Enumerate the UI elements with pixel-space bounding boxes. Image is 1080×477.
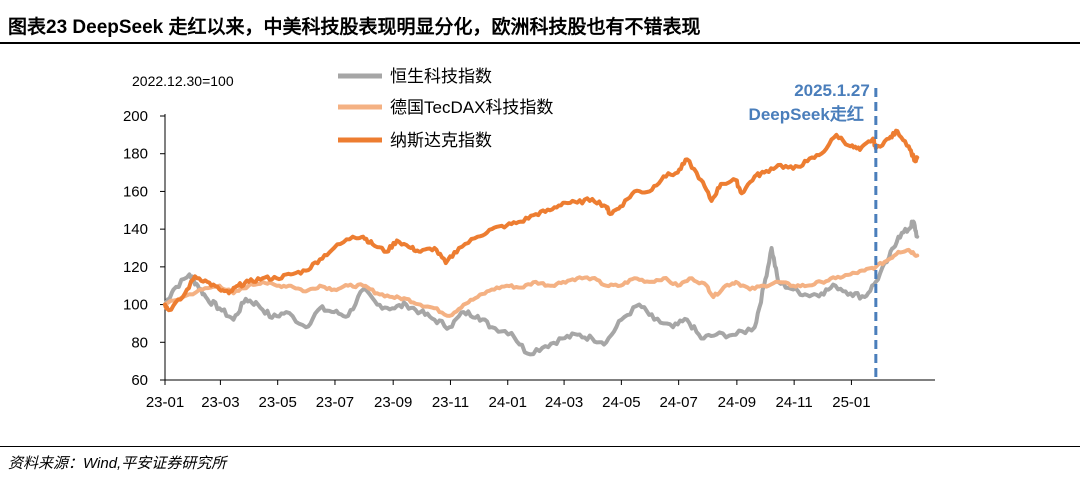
figure-header: 图表23 DeepSeek 走红以来，中美科技股表现明显分化，欧洲科技股也有不错… — [0, 0, 1080, 44]
x-tick-label: 23-01 — [146, 394, 184, 411]
y-tick-label: 200 — [123, 108, 148, 125]
header-rule — [0, 42, 1080, 44]
annotation-layer: 2025.1.27 DeepSeek走红 — [749, 81, 878, 380]
chart-area: 60 80 100 120 140 160 180 200 23-01 23-03 23-05 23-… — [0, 44, 1080, 444]
x-tick-label: 25-01 — [832, 394, 870, 411]
event-name-label: DeepSeek走红 — [749, 104, 864, 124]
series-layer — [163, 128, 920, 357]
y-tick-label: 160 — [123, 183, 148, 200]
footer-rule — [0, 446, 1080, 447]
figure-title: 图表23 DeepSeek 走红以来，中美科技股表现明显分化，欧洲科技股也有不错… — [8, 17, 701, 38]
x-tick-label: 23-07 — [316, 394, 354, 411]
x-tick-label: 24-07 — [659, 394, 697, 411]
y-tick-label: 120 — [123, 259, 148, 276]
legend-item-2: 德国TecDAX科技指数 — [338, 98, 553, 117]
y-tick-label: 180 — [123, 146, 148, 163]
x-tick-label: 24-03 — [545, 394, 583, 411]
y-tick-label: 140 — [123, 221, 148, 238]
legend-label: 纳斯达克指数 — [390, 131, 492, 150]
series-line-2 — [163, 247, 920, 318]
legend-label: 恒生科技指数 — [390, 67, 492, 86]
legend-item-3: 纳斯达克指数 — [338, 131, 492, 150]
source-note: 资料来源：Wind,平安证券研究所 — [8, 455, 227, 472]
x-tick-label: 24-11 — [776, 394, 813, 411]
y-tick-label: 60 — [131, 372, 148, 389]
axis-layer: 60 80 100 120 140 160 180 200 23-01 23-03 23-05 23-… — [123, 108, 935, 411]
x-tick-label: 24-09 — [718, 394, 756, 411]
legend-label: 德国TecDAX科技指数 — [390, 98, 553, 117]
series-line-1 — [163, 219, 920, 357]
legend-item-1: 恒生科技指数 — [338, 67, 492, 86]
x-tick-label: 23-11 — [432, 394, 469, 411]
x-tick-label: 23-03 — [201, 394, 239, 411]
line-chart: 60 80 100 120 140 160 180 200 23-01 23-03 23-05 23-… — [123, 67, 935, 411]
base-note-label: 2022.12.30=100 — [132, 73, 234, 89]
y-tick-label: 80 — [131, 334, 148, 351]
x-tick-label: 24-05 — [602, 394, 640, 411]
x-tick-label: 24-01 — [489, 394, 527, 411]
event-date-label: 2025.1.27 — [794, 81, 870, 100]
y-tick-label: 100 — [123, 297, 148, 314]
x-tick-label: 23-09 — [374, 394, 412, 411]
x-tick-label: 23-05 — [258, 394, 296, 411]
series-line-3 — [163, 128, 920, 313]
